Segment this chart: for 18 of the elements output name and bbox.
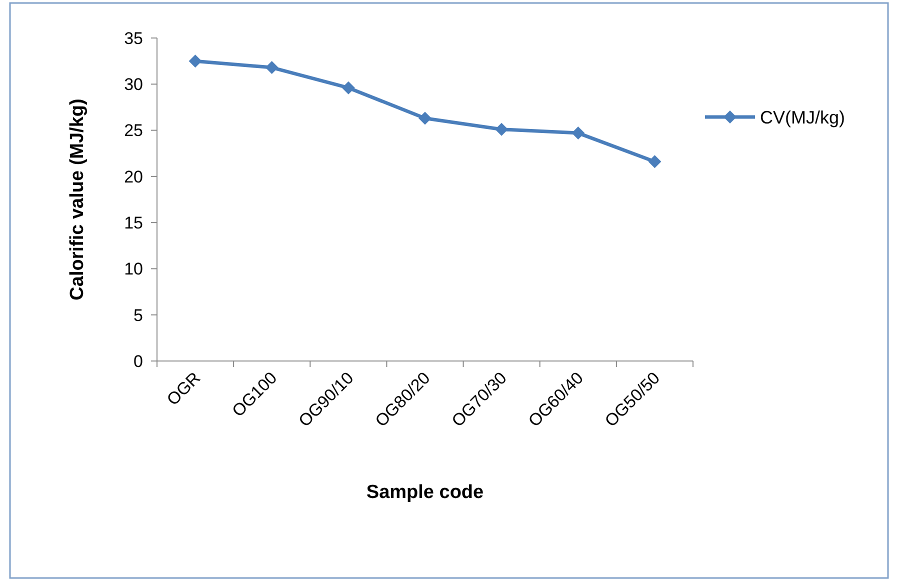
point	[495, 122, 508, 136]
y-tick-label: 0	[134, 352, 143, 371]
point	[265, 61, 278, 74]
y-tick-label: 20	[124, 167, 143, 186]
point	[648, 155, 662, 168]
y-tick-label: 35	[124, 28, 143, 48]
point	[418, 112, 432, 125]
y-tick-label: 5	[134, 306, 143, 325]
point	[572, 126, 585, 140]
point	[342, 81, 355, 94]
y-tick-label: 25	[124, 121, 143, 140]
x-axis-title: Sample code	[366, 482, 484, 503]
y-tick-label: 15	[124, 214, 143, 233]
point	[188, 54, 202, 68]
y-tick-label: 10	[124, 260, 143, 279]
legend-label: CV(MJ/kg)	[760, 107, 845, 128]
y-tick-label: 30	[124, 75, 143, 94]
y-axis-title: Calorific value (MJ/kg)	[67, 98, 88, 300]
